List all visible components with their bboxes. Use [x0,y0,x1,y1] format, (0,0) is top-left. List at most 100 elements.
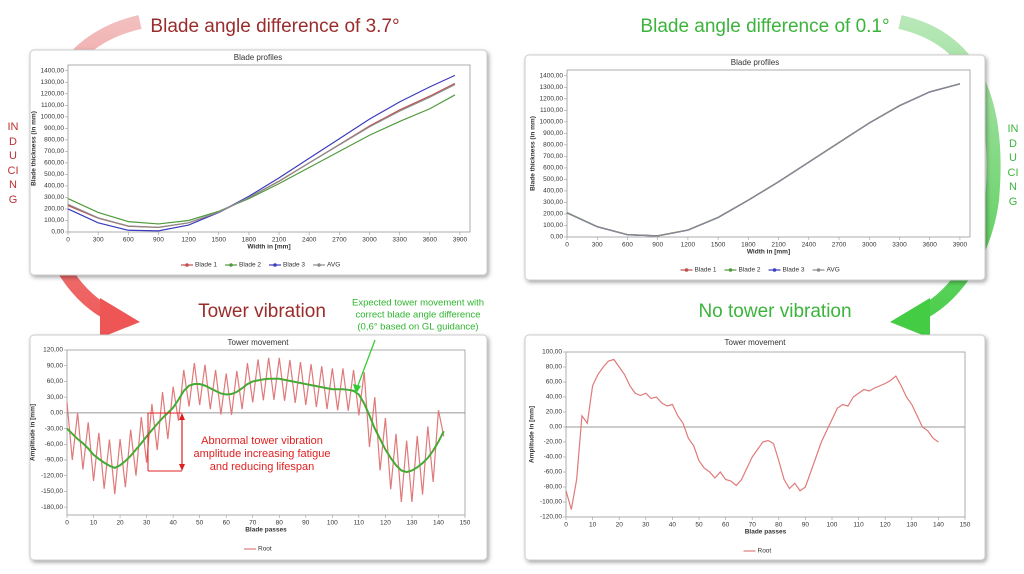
y-axis-label: Amplitude in [mm] [30,404,37,461]
legend-marker [728,268,733,272]
y-tick-label: -100,00 [540,499,562,506]
annotation: (0,6° based on GL guidance) [357,322,478,333]
x-tick-label: 2400 [802,242,817,249]
pointer [356,339,376,389]
plot-frame [66,349,466,516]
x-tick-label: 10 [90,520,98,527]
x-tick-label: 2700 [832,242,847,249]
y-tick-label: -20,00 [544,439,563,446]
y-tick-label: 100,00 [44,217,64,224]
x-tick-label: 1500 [212,237,227,244]
annotation: amplitude increasing fatigue [194,448,331,460]
chart-title: Blade profiles [234,53,282,62]
x-tick-label: 40 [669,522,677,529]
x-tick-label: 3600 [922,242,937,249]
y-tick-label: 1200,00 [540,96,564,103]
heading: Blade angle difference of 0.1° [640,16,889,37]
x-tick-label: 900 [153,237,164,244]
y-tick-label: 1000,00 [41,114,65,121]
annotation: and reducing lifespan [210,461,315,473]
x-tick-label: 1200 [681,242,696,249]
y-tick-label: 400,00 [543,188,563,195]
legend-label: Blade 1 [695,267,717,274]
y-tick-label: 20,00 [546,409,563,416]
y-tick-label: 0,00 [51,229,64,236]
y-tick-label: -180,00 [41,504,63,511]
y-tick-label: 700,00 [44,148,64,155]
heading: Blade angle difference of 3.7° [150,16,399,37]
plot-frame [565,351,966,518]
legend-label: Root [258,546,272,553]
series-line [67,74,456,232]
y-tick-label: -80,00 [544,484,563,491]
x-axis-label: Blade passes [745,529,787,536]
x-tick-label: 1500 [711,242,726,249]
x-tick-label: 3900 [953,242,968,249]
x-tick-label: 110 [354,520,365,527]
x-tick-label: 100 [327,520,338,527]
y-tick-label: 1400,00 [41,67,65,74]
x-tick-label: 60 [722,522,730,529]
x-tick-label: 300 [592,242,603,249]
legend-label: Blade 3 [283,262,305,269]
panel [29,334,488,561]
arrowhead [100,298,140,338]
y-axis-label: Blade thickness (in mm) [31,111,38,186]
plot-frame [566,69,971,238]
side-label: INDUCING [1007,123,1019,208]
series-line [67,94,456,225]
chart-title: Blade profiles [731,58,779,67]
x-tick-label: 150 [960,522,971,529]
x-tick-label: 600 [622,242,633,249]
legend-label: Blade 1 [195,262,217,269]
x-tick-label: 120 [880,522,891,529]
x-tick-label: 2700 [332,237,347,244]
x-tick-label: 0 [66,237,70,244]
y-tick-label: -60,00 [544,469,563,476]
y-tick-label: 1100,00 [41,102,64,109]
x-tick-label: 2100 [272,237,287,244]
legend-marker [772,268,777,272]
arrow [898,15,1001,322]
y-tick-label: 300,00 [44,194,64,201]
arrowhead [890,298,930,338]
y-tick-label: 90,00 [47,362,64,369]
x-tick-label: 40 [170,520,178,527]
y-axis-label: Blade thickness (in mm) [530,116,537,191]
panel [29,49,488,276]
y-tick-label: 900,00 [44,125,64,132]
x-tick-label: 300 [93,237,104,244]
y-tick-label: 900,00 [543,130,563,137]
legend-label: AVG [827,267,840,274]
arrowhead [179,413,185,420]
heading: No tower vibration [698,301,851,322]
x-tick-label: 3300 [892,242,907,249]
x-tick-label: 80 [276,520,284,527]
charts: Blade profiles0,00100,00200,00300,00400,… [30,53,971,555]
y-tick-label: 600,00 [44,160,64,167]
y-tick-label: 300,00 [543,199,563,206]
x-tick-label: 60 [223,520,231,527]
y-tick-label: -90,00 [45,457,64,464]
y-tick-label: 1300,00 [41,79,65,86]
x-tick-label: 120 [380,520,391,527]
legend-marker [185,263,189,267]
y-tick-label: 30,00 [47,394,64,401]
x-tick-label: 3000 [362,237,377,244]
side-label: INDUCING [7,121,19,206]
y-tick-label: 600,00 [543,165,563,172]
y-tick-label: -40,00 [544,454,563,461]
x-tick-label: 10 [589,522,597,529]
series-line [66,377,445,474]
legend-marker [816,268,821,272]
x-tick-label: 3600 [423,237,438,244]
y-tick-label: 1000,00 [540,119,564,126]
panel [524,54,986,281]
x-axis-label: Width in [mm] [747,249,790,256]
legend-marker [684,268,689,272]
x-tick-label: 70 [249,520,257,527]
annotation: correct blade angle difference [356,310,481,321]
legend-marker [273,263,277,267]
